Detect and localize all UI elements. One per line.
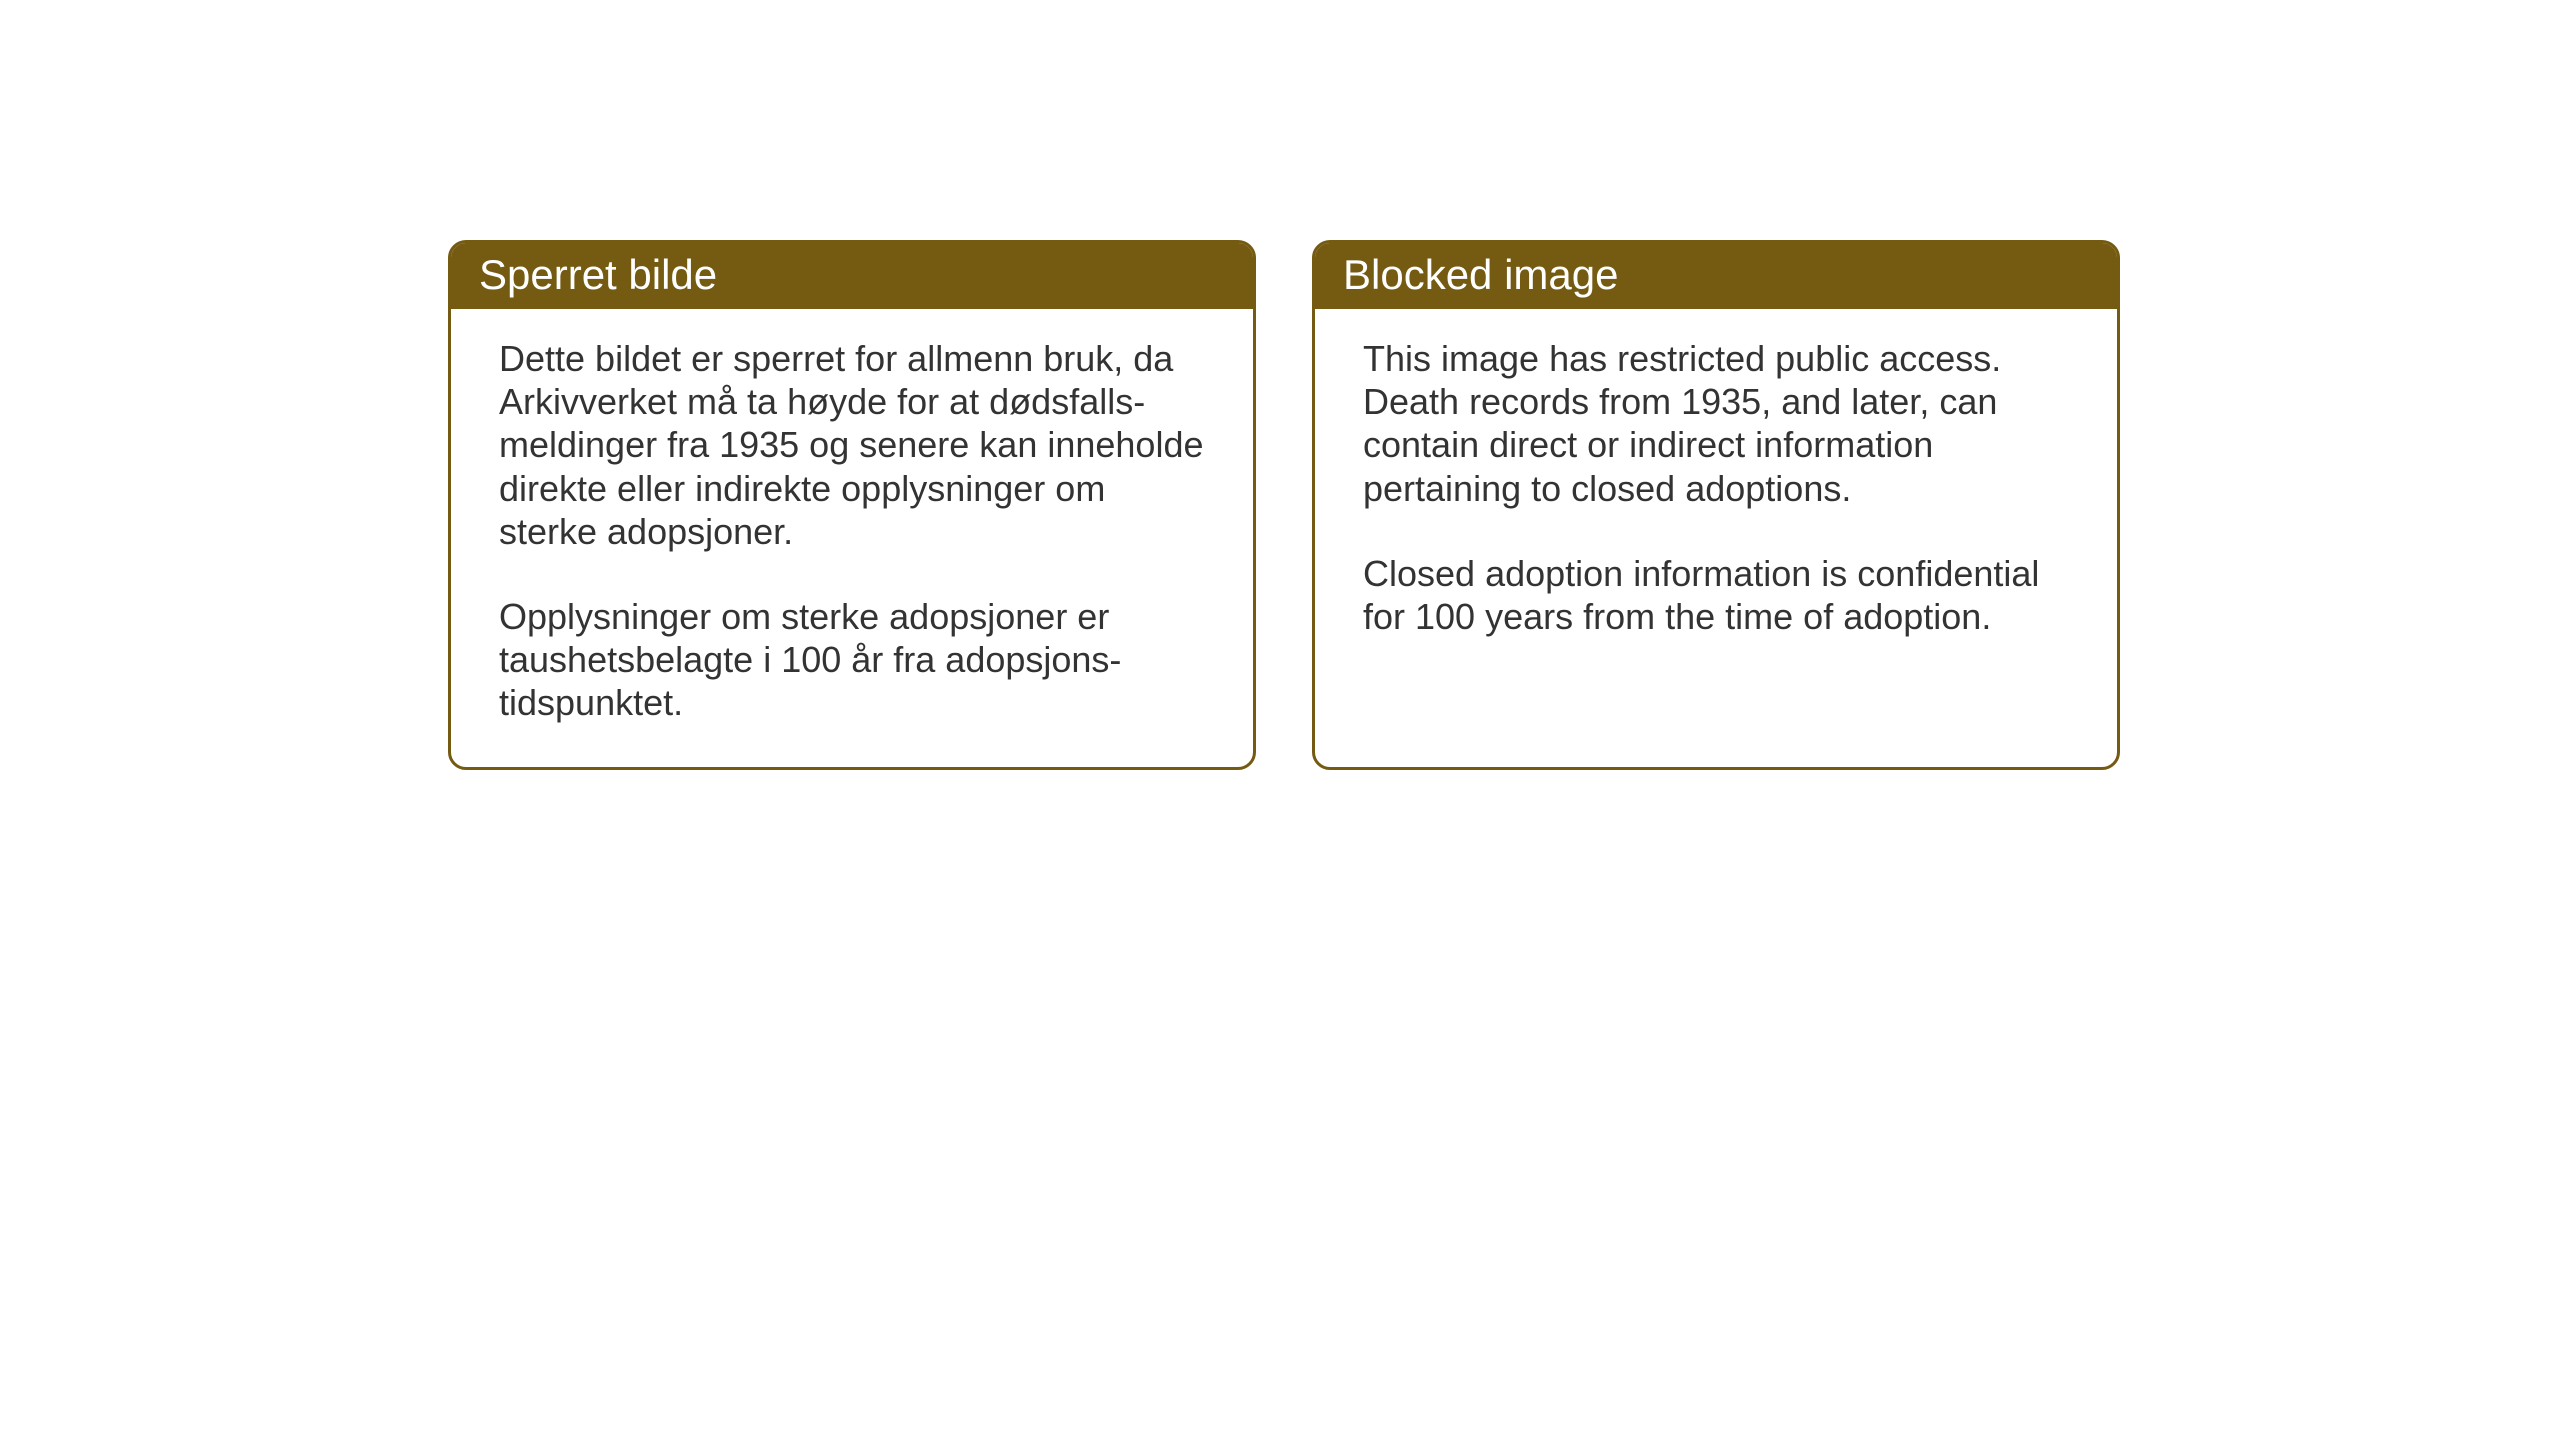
notice-card-english: Blocked image This image has restricted … bbox=[1312, 240, 2120, 770]
card-paragraph: Closed adoption information is confident… bbox=[1363, 552, 2069, 638]
card-paragraph: Opplysninger om sterke adopsjoner er tau… bbox=[499, 595, 1205, 725]
notice-card-norwegian: Sperret bilde Dette bildet er sperret fo… bbox=[448, 240, 1256, 770]
card-header-norwegian: Sperret bilde bbox=[451, 243, 1253, 309]
card-header-english: Blocked image bbox=[1315, 243, 2117, 309]
card-body-english: This image has restricted public access.… bbox=[1315, 309, 2117, 680]
cards-container: Sperret bilde Dette bildet er sperret fo… bbox=[448, 240, 2120, 770]
card-paragraph: This image has restricted public access.… bbox=[1363, 337, 2069, 510]
card-body-norwegian: Dette bildet er sperret for allmenn bruk… bbox=[451, 309, 1253, 767]
card-paragraph: Dette bildet er sperret for allmenn bruk… bbox=[499, 337, 1205, 553]
card-title-norwegian: Sperret bilde bbox=[479, 251, 717, 298]
card-title-english: Blocked image bbox=[1343, 251, 1618, 298]
